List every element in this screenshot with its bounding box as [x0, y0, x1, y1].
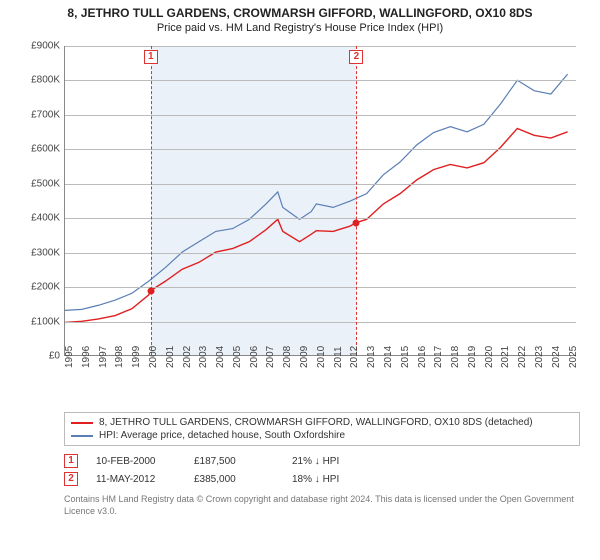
y-tick-label: £200K — [20, 282, 60, 293]
legend-row: 8, JETHRO TULL GARDENS, CROWMARSH GIFFOR… — [71, 416, 573, 429]
chart-container: 8, JETHRO TULL GARDENS, CROWMARSH GIFFOR… — [0, 0, 600, 560]
chart-title: 8, JETHRO TULL GARDENS, CROWMARSH GIFFOR… — [10, 6, 590, 20]
legend-swatch — [71, 435, 93, 437]
sale-delta: 18% ↓ HPI — [292, 474, 372, 485]
y-tick-label: £100K — [20, 316, 60, 327]
sale-date: 11-MAY-2012 — [96, 474, 176, 485]
y-tick-label: £400K — [20, 213, 60, 224]
chart-area: £0 £100K £200K £300K £400K £500K £600K £700K £80… — [20, 38, 580, 408]
legend-label: 8, JETHRO TULL GARDENS, CROWMARSH GIFFOR… — [99, 417, 533, 428]
y-tick-label: £700K — [20, 109, 60, 120]
x-tick-label: 2025 — [568, 346, 600, 368]
y-tick-label: £0 — [20, 351, 60, 362]
sale-marker-line — [151, 46, 152, 355]
series-property — [65, 128, 568, 322]
y-tick-label: £300K — [20, 247, 60, 258]
sale-price: £187,500 — [194, 456, 274, 467]
sale-marker-box: 2 — [349, 50, 363, 64]
sale-price: £385,000 — [194, 474, 274, 485]
sale-marker-line — [356, 46, 357, 355]
attribution-text: Contains HM Land Registry data © Crown c… — [64, 494, 580, 517]
sale-marker-dot — [147, 288, 154, 295]
legend-swatch — [71, 422, 93, 424]
legend-label: HPI: Average price, detached house, Sout… — [99, 430, 345, 441]
y-tick-label: £500K — [20, 178, 60, 189]
legend: 8, JETHRO TULL GARDENS, CROWMARSH GIFFOR… — [64, 412, 580, 446]
line-series-svg — [65, 46, 576, 355]
y-tick-label: £900K — [20, 41, 60, 52]
sale-row: 2 11-MAY-2012 £385,000 18% ↓ HPI — [64, 470, 580, 488]
sale-marker-box: 1 — [144, 50, 158, 64]
sale-id-box: 1 — [64, 454, 78, 468]
legend-row: HPI: Average price, detached house, Sout… — [71, 429, 573, 442]
sale-date: 10-FEB-2000 — [96, 456, 176, 467]
sale-marker-dot — [353, 220, 360, 227]
plot-region: 12 — [64, 46, 576, 356]
chart-subtitle: Price paid vs. HM Land Registry's House … — [10, 22, 590, 34]
series-hpi — [65, 74, 568, 310]
sale-row: 1 10-FEB-2000 £187,500 21% ↓ HPI — [64, 452, 580, 470]
y-tick-label: £600K — [20, 144, 60, 155]
sale-id-box: 2 — [64, 472, 78, 486]
sale-delta: 21% ↓ HPI — [292, 456, 372, 467]
y-tick-label: £800K — [20, 75, 60, 86]
sales-table: 1 10-FEB-2000 £187,500 21% ↓ HPI 2 11-MAY-201… — [64, 452, 580, 488]
